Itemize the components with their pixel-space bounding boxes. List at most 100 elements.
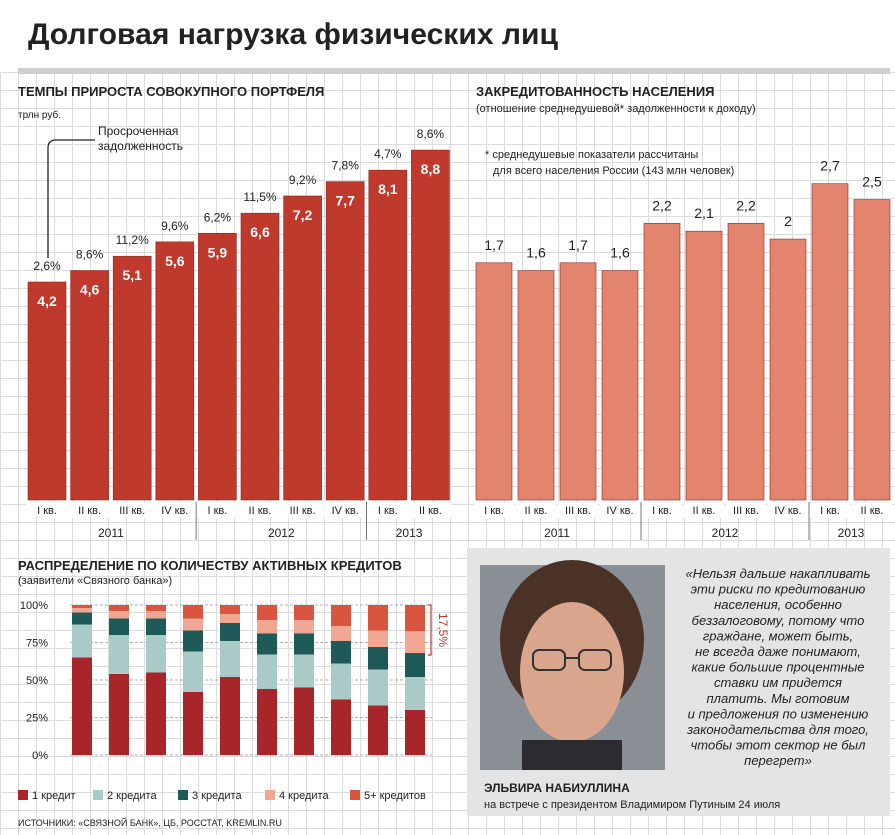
chart-note: для всего населения России (143 млн чело… [493,165,734,177]
x-label-bg [726,502,766,518]
unit-label: трлн руб. [18,109,61,121]
quote-line: не всегда даже понимают, [695,644,861,659]
bar-segment [72,624,92,658]
bar-segment [331,605,351,626]
quote-line: населения, особенно [714,597,842,612]
chart-subtitle: (заявители «Связного банка») [18,575,172,587]
x-tick-label: I кв. [652,505,672,517]
x-label-bg [409,502,452,518]
x-tick-label: II кв. [693,505,716,517]
chart-title: РАСПРЕДЕЛЕНИЕ ПО КОЛИЧЕСТВУ АКТИВНЫХ КРЕ… [18,558,402,573]
quote-line: платить. Мы готовим [706,691,849,706]
x-tick-label: II кв. [861,505,884,517]
bar-segment [183,651,203,692]
bar [198,232,237,501]
bar [112,255,152,501]
legend-label: 3 кредита [192,790,242,802]
annotation-leader [47,139,95,258]
bar-segment [146,672,166,755]
bar-value-label: 5,6 [165,253,185,269]
bar-segment [220,641,240,677]
y-tick-label: 75% [26,638,48,650]
x-tick-label: IV кв. [774,505,801,517]
x-tick-label: I кв. [820,505,840,517]
bar-value-label: 7,7 [335,193,355,209]
x-tick-label: III кв. [565,505,591,517]
annotation: Просроченная задолженность [98,124,183,153]
quote-line: какие большие процентные [691,660,864,675]
bar [411,149,450,501]
bar [727,222,765,501]
bar [27,281,67,501]
legend-label: 5+ кредитов [364,790,426,802]
bar-segment [109,635,129,674]
bar-value-label: 2,1 [694,205,714,221]
bar-segment [146,618,166,635]
bar-segment [146,611,166,619]
x-tick-label: III кв. [290,505,316,517]
legend-swatch [350,790,360,800]
bar [240,212,280,501]
bar-segment [257,654,277,689]
bar-segment [294,605,314,620]
quote-line: перегрет» [744,753,812,768]
bar-segment [257,620,277,634]
bar-segment [331,699,351,755]
x-tick-label: I кв. [37,505,57,517]
bar-segment [405,677,425,710]
bar-segment [220,614,240,623]
year-label: 2012 [268,526,295,540]
bar-value-label: 6,6 [250,224,270,240]
x-tick-label: I кв. [484,505,504,517]
quote-line: граждане, может быть, [703,628,853,643]
bar-segment [294,687,314,755]
title-rule [18,68,890,74]
bar-segment [331,641,351,664]
x-tick-label: II кв. [78,505,101,517]
header-bg [0,0,895,72]
bar-value-label: 1,7 [568,237,588,253]
bar-segment [405,710,425,755]
bar-segment [146,635,166,673]
bar-value-label: 2,7 [820,158,840,174]
bar [643,222,681,501]
x-label-bg [153,502,196,518]
bar-segment [72,605,92,608]
bar-value-label: 8,1 [378,181,398,197]
legend-label: 1 кредит [32,790,76,802]
bar [685,230,723,501]
bar [601,270,639,501]
x-label-bg [810,502,850,518]
bar [853,199,891,501]
annotation-bracket [428,604,432,656]
quote-line: беззалоговому, потому что [692,613,865,628]
x-tick-label: I кв. [378,505,398,517]
y-tick-label: 25% [26,713,48,725]
bar-value-label: 1,6 [610,245,630,261]
bar-segment [183,630,203,652]
x-label-bg [558,502,598,518]
year-label: 2013 [838,526,865,540]
bar [368,169,408,501]
bar-segment [331,626,351,641]
legend-swatch [265,790,275,800]
bar-segment [294,620,314,634]
bar-value-label: 5,9 [208,244,228,260]
year-label: 2013 [396,526,423,540]
bar-segment [257,689,277,755]
photo-glasses [532,649,612,671]
overdue-label: 6,2% [204,210,232,224]
quote-caption: на встрече с президентом Владимиром Пути… [484,799,780,811]
bar [155,241,195,501]
x-label-bg [196,502,239,518]
legend-label: 2 кредита [107,790,157,802]
bar-segment [220,605,240,614]
bar-segment [257,605,277,620]
chart-note: * среднедушевые показатели рассчитаны [485,149,698,161]
bar-segment [368,647,388,670]
y-tick-label: 100% [20,600,48,612]
overdue-label: 8,6% [417,127,445,141]
bar-value-label: 5,1 [122,267,142,283]
bar-segment [220,623,240,641]
